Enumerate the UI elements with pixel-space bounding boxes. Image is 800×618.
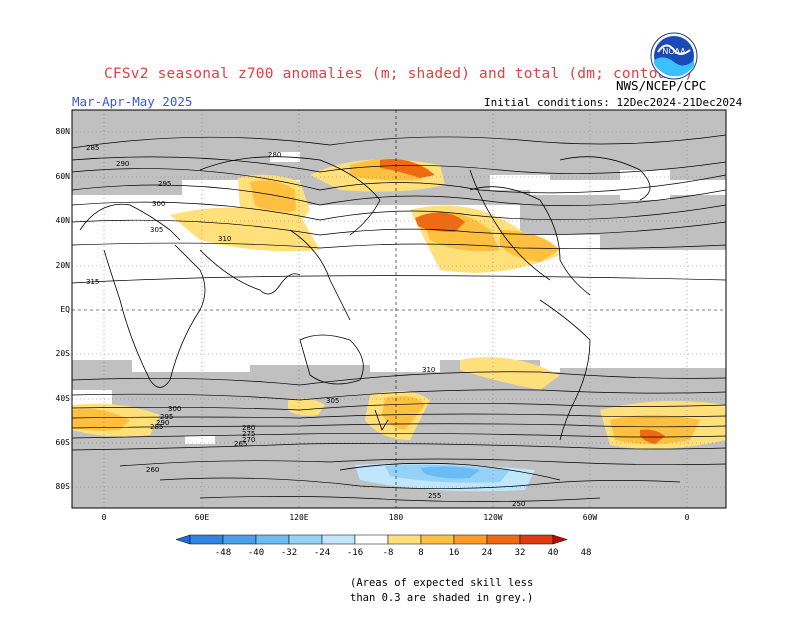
colorbar-right-arrow [552, 534, 568, 545]
contour-label: 285 [86, 144, 99, 152]
contour-label: 300 [152, 200, 165, 208]
colorbar-label: -16 [346, 548, 364, 558]
colorbar-swatch [255, 534, 290, 545]
colorbar-swatch [453, 534, 488, 545]
colorbar-label: 40 [547, 548, 559, 558]
lat-label: 40S [55, 394, 70, 403]
lon-label: 0 [101, 513, 107, 522]
colorbar-label: 48 [580, 548, 592, 558]
skill-note: (Areas of expected skill less than 0.3 a… [350, 576, 533, 606]
colorbar-swatch [321, 534, 356, 545]
colorbar-label: -40 [247, 548, 265, 558]
lat-label: EQ [60, 305, 70, 314]
lat-label: 20N [55, 261, 70, 270]
colorbar-swatch [354, 534, 389, 545]
colorbar-swatch [486, 534, 521, 545]
lon-label: 120E [289, 513, 309, 522]
contour-label: 260 [146, 466, 159, 474]
contour-label: 305 [326, 397, 339, 405]
contour-label: 310 [218, 235, 231, 243]
colorbar-label: -8 [382, 548, 394, 558]
colorbar-label: -48 [214, 548, 232, 558]
skill-note-line: than 0.3 are shaded in grey.) [350, 592, 534, 604]
colorbar-label: 16 [448, 548, 460, 558]
colorbar-left-arrow [175, 534, 191, 545]
colorbar-swatch [519, 534, 554, 545]
lon-label: 120W [483, 513, 503, 522]
colorbar-swatch [222, 534, 257, 545]
skill-note-line: (Areas of expected skill less [350, 577, 534, 589]
lat-label: 60S [55, 438, 70, 447]
lat-label: 60N [55, 172, 70, 181]
lat-label: 80S [55, 482, 70, 491]
contour-label: 255 [428, 492, 441, 500]
svg-text:NOAA: NOAA [662, 47, 686, 56]
lon-label: 60W [582, 513, 598, 522]
colorbar-label: 8 [418, 548, 424, 558]
chart-title: CFSv2 seasonal z700 anomalies (m; shaded… [104, 66, 694, 82]
contour-label: 290 [156, 419, 169, 427]
season-label: Mar-Apr-May 2025 [72, 94, 193, 109]
contour-label: 275 [242, 430, 255, 438]
contour-label: 280 [242, 424, 255, 432]
contour-label: 280 [268, 151, 281, 159]
contour-label: 305 [150, 226, 163, 234]
contour-label: 270 [242, 436, 255, 444]
lon-label: 180 [388, 513, 404, 522]
contour-label: 300 [168, 405, 181, 413]
noaa-logo-icon: NOAA [650, 32, 698, 80]
colorbar-swatch [288, 534, 323, 545]
lon-label: 0 [684, 513, 690, 522]
colorbar-swatch [420, 534, 455, 545]
lon-label: 60E [194, 513, 210, 522]
colorbar-swatch [387, 534, 422, 545]
contour-label: 295 [158, 180, 171, 188]
initial-conditions-label: Initial conditions: 12Dec2024-21Dec2024 [484, 96, 743, 109]
colorbar-label: 32 [514, 548, 526, 558]
contour-label: 295 [160, 413, 173, 421]
height-contours [72, 134, 726, 502]
contour-label: 290 [116, 160, 129, 168]
contour-label: 285 [150, 423, 163, 431]
colorbar-swatch [189, 534, 224, 545]
agency-label: NWS/NCEP/CPC [616, 78, 707, 93]
colorbar-label: -32 [280, 548, 298, 558]
contour-label: 265 [234, 440, 247, 448]
lat-label: 80N [55, 127, 70, 136]
negative-anomaly-areas [355, 463, 535, 492]
contour-labels: 285 280 290 295 300 305 310 315 310 305 … [86, 144, 525, 508]
contour-label: 310 [422, 366, 435, 374]
colorbar-label: -24 [313, 548, 331, 558]
contour-label: 250 [512, 500, 525, 508]
colorbar-label: 24 [481, 548, 493, 558]
contour-label: 315 [86, 278, 99, 286]
lat-label: 20S [55, 349, 70, 358]
lat-label: 40N [55, 216, 70, 225]
positive-anomaly-areas [72, 158, 726, 449]
